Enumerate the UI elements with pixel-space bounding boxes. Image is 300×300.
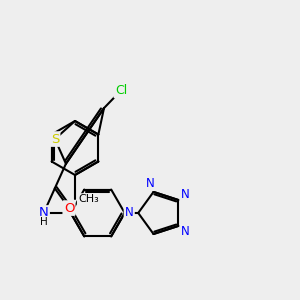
Text: S: S [51, 133, 59, 146]
Text: Cl: Cl [115, 84, 127, 97]
Text: N: N [181, 188, 190, 201]
Text: N: N [146, 177, 155, 190]
Text: H: H [40, 217, 48, 227]
Text: O: O [64, 202, 74, 214]
Text: N: N [39, 206, 49, 220]
Text: N: N [125, 206, 134, 220]
Text: N: N [181, 225, 190, 238]
Text: CH₃: CH₃ [78, 194, 99, 204]
